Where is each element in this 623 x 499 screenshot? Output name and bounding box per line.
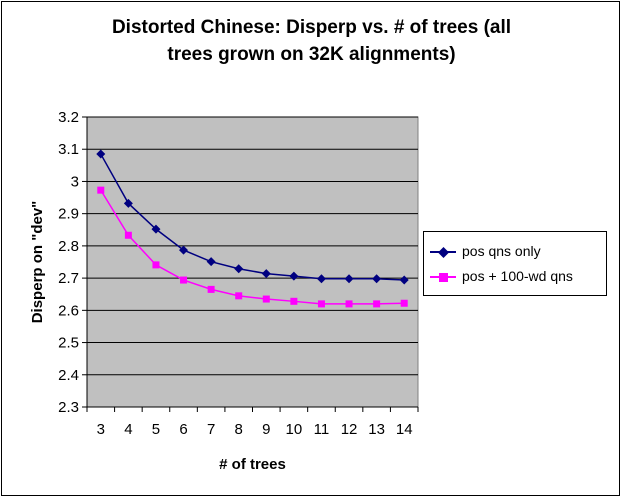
data-point: [316, 274, 326, 284]
data-point: [262, 295, 270, 303]
chart-title-line-1: Distorted Chinese: Disperp vs. # of tree…: [111, 17, 512, 38]
data-point: [261, 269, 271, 279]
series-layer: [96, 149, 409, 308]
legend-label-pos-100-wd-qns: pos + 100-wd qns: [462, 268, 573, 284]
legend: pos qns only pos + 100-wd qns: [423, 231, 607, 296]
x-tick-label: 6: [179, 421, 187, 438]
series-1: [97, 186, 408, 308]
x-tick-label: 13: [368, 421, 385, 438]
data-point: [96, 149, 106, 159]
data-point: [234, 264, 244, 274]
data-point: [345, 300, 353, 308]
x-axis-ticks: 3 4 5 6 7 8 9 10 11 12 13 14: [86, 406, 419, 438]
chart-title-line-2: trees grown on 32K alignments): [167, 44, 456, 65]
x-tick-label: 10: [286, 421, 303, 438]
y-tick-label: 3.2: [58, 109, 79, 126]
y-tick-label: 2.9: [58, 206, 79, 223]
y-tick-label: 3.1: [58, 141, 79, 158]
x-axis-title: # of trees: [219, 456, 286, 473]
square-marker-icon: [439, 273, 448, 282]
y-tick-label: 2.7: [58, 270, 79, 287]
x-tick-label: 12: [341, 421, 358, 438]
chart-title: Distorted Chinese: Disperp vs. # of tree…: [0, 14, 623, 68]
data-point: [206, 257, 216, 267]
x-tick-label: 11: [314, 421, 330, 438]
series-line: [100, 189, 405, 305]
data-point: [152, 261, 160, 269]
data-point: [399, 275, 409, 285]
y-tick-label: 2.3: [58, 399, 79, 416]
data-point: [151, 224, 161, 234]
x-tick-label: 14: [396, 421, 413, 438]
x-tick-label: 5: [152, 421, 160, 438]
data-point: [124, 231, 132, 239]
x-tick-label: 7: [207, 421, 215, 438]
series-0: [96, 149, 409, 285]
y-tick-label: 2.4: [58, 367, 79, 384]
data-point: [123, 198, 133, 208]
x-tick-label: 3: [97, 421, 105, 438]
data-point: [289, 271, 299, 281]
y-axis-ticks: 2.3 2.4 2.5 2.6 2.7 2.8 2.9 3 3.1 3.2: [58, 109, 88, 416]
data-point: [207, 285, 215, 293]
x-tick-label: 4: [124, 421, 132, 438]
legend-entry-pos-100-wd-qns: pos + 100-wd qns: [424, 267, 606, 287]
y-axis-title: Disperp on "dev": [29, 201, 46, 324]
plot-area: [86, 116, 419, 408]
y-tick-label: 2.6: [58, 302, 79, 319]
y-tick-label: 2.5: [58, 335, 79, 352]
legend-entry-pos-qns-only: pos qns only: [424, 242, 606, 262]
x-tick-label: 9: [262, 421, 270, 438]
data-point: [344, 274, 354, 284]
data-point: [372, 274, 382, 284]
data-point: [179, 245, 189, 255]
data-point: [180, 276, 188, 284]
data-point: [317, 300, 325, 308]
y-tick-label: 2.8: [58, 238, 79, 255]
data-point: [373, 300, 381, 308]
diamond-marker-icon: [438, 247, 449, 258]
legend-label-pos-qns-only: pos qns only: [462, 243, 541, 259]
data-point: [97, 186, 105, 194]
series-line: [100, 153, 405, 281]
data-point: [235, 292, 243, 300]
data-point: [400, 299, 408, 307]
x-tick-label: 8: [235, 421, 243, 438]
y-tick-label: 3: [71, 173, 79, 190]
data-point: [290, 297, 298, 305]
